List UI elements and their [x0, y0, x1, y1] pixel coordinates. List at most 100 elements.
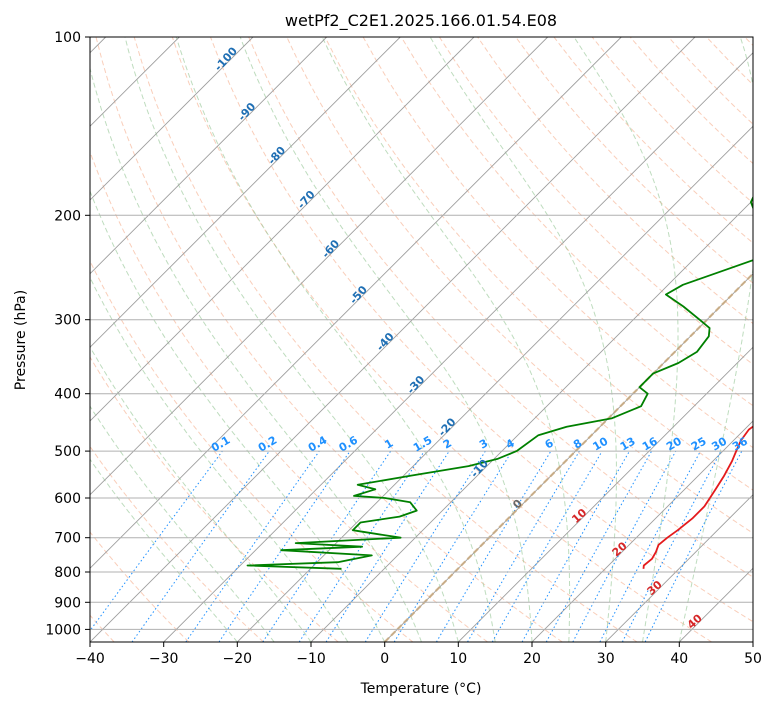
- moist-adiabat: [175, 37, 496, 642]
- isotherm: [678, 567, 753, 642]
- dry-adiabat: [133, 37, 638, 642]
- x-tick-label: 0: [380, 651, 389, 667]
- line-labels: 0.1 0.2 0.4 0.6 1 1.5 2 3 4 6 8 10 13 16 20 25 30 36-100-…: [209, 44, 750, 631]
- dry-adiabat: [90, 531, 190, 642]
- dry-adiabat: [90, 259, 414, 642]
- temperature-profile: [642, 425, 753, 569]
- y-tick-label: 100: [54, 30, 81, 46]
- mixing-ratio-line: [218, 450, 351, 642]
- dry-adiabat: [95, 37, 563, 642]
- mixing-ratio-label: 4: [504, 436, 517, 451]
- moist-adiabat: [90, 276, 349, 642]
- dry-adiabat: [438, 37, 753, 366]
- x-tick-label: 10: [449, 651, 467, 667]
- moist-adiabat: [678, 37, 753, 642]
- x-axis-label: Temperature (°C): [360, 681, 482, 697]
- isotherm: [236, 125, 753, 642]
- dry-adiabat: [324, 37, 753, 491]
- dry-adiabat: [248, 37, 753, 578]
- mixing-ratio-line: [545, 450, 653, 642]
- dry-adiabat: [744, 37, 753, 47]
- dry-adiabat: [668, 37, 753, 125]
- moist-adiabat: [573, 37, 679, 642]
- y-axis-label: Pressure (hPa): [13, 290, 29, 390]
- dry-adiabat: [400, 37, 753, 407]
- moist-adiabat: [90, 405, 275, 642]
- y-tick-label: 400: [54, 387, 81, 403]
- x-tick-label: −20: [223, 651, 253, 667]
- dry-adiabat: [90, 445, 264, 642]
- dry-adiabat-label: 20: [610, 539, 630, 559]
- moist-adiabat: [429, 37, 617, 642]
- isotherm: [90, 37, 696, 642]
- dewpoint-profile: [246, 195, 753, 570]
- dry-adiabat: [706, 37, 753, 86]
- x-tick-label: −10: [296, 651, 326, 667]
- mixing-ratio-line: [262, 450, 392, 642]
- x-tick-label: −40: [75, 651, 105, 667]
- isotherm: [90, 37, 401, 348]
- moist-adiabat: [124, 37, 459, 642]
- moist-adiabat-label: 0: [510, 497, 525, 512]
- y-tick-label: 900: [54, 595, 81, 611]
- dry-adiabat: [171, 37, 712, 642]
- mixing-ratio-line: [325, 450, 450, 642]
- mixing-ratio-line: [131, 450, 270, 642]
- isotherm: [90, 37, 328, 275]
- isotherm: [90, 37, 475, 422]
- x-tick-label: 40: [670, 651, 688, 667]
- chart-title: wetPf2_C2E1.2025.166.01.54.E08: [285, 11, 557, 31]
- isotherm: [457, 346, 753, 642]
- x-axis-ticks: −40 −30 −20 −10 0 10 20 30 40 50: [75, 642, 762, 667]
- moist-adiabat-label: -70: [295, 188, 318, 212]
- isotherm: [384, 273, 753, 642]
- mixing-ratio-line: [521, 450, 630, 642]
- moist-adiabat-label: -40: [374, 330, 397, 354]
- moist-adiabat-label: -60: [319, 237, 342, 261]
- mixing-ratio-line: [621, 450, 722, 642]
- pressure-gridlines: [90, 37, 753, 630]
- moist-adiabat-label: -20: [436, 415, 459, 439]
- moist-adiabat-label: -30: [404, 373, 427, 397]
- moist-adiabat: [90, 189, 386, 642]
- mixing-ratio-line: [435, 450, 552, 642]
- moist-adiabat: [321, 37, 571, 642]
- y-axis-ticks: 100 200 300 400 500 600 700 800 900 1000: [45, 30, 90, 638]
- dry-adiabat-label: 10: [569, 506, 589, 526]
- isotherm: [90, 37, 622, 569]
- y-tick-label: 500: [54, 444, 81, 460]
- moist-adiabat: [90, 346, 312, 642]
- moist-adiabat-label: -100: [212, 44, 240, 73]
- x-tick-label: −30: [149, 651, 179, 667]
- mixing-ratio-label: 1: [382, 437, 395, 452]
- y-tick-label: 200: [54, 208, 81, 224]
- mixing-ratio-line: [572, 450, 677, 642]
- moist-adiabat-label: -10: [468, 457, 491, 481]
- isotherm: [90, 37, 254, 201]
- moist-adiabat-label: -50: [347, 283, 370, 307]
- dry-adiabat: [210, 37, 753, 623]
- dry-adiabat: [515, 37, 753, 284]
- y-tick-label: 300: [54, 313, 81, 329]
- mixing-ratio-label: 2: [441, 437, 454, 452]
- mixing-ratio-label: 6: [543, 436, 556, 451]
- dry-adiabat: [90, 150, 488, 642]
- plot-frame: [89, 36, 754, 643]
- mixing-ratio-line: [298, 450, 425, 642]
- moist-adiabat: [90, 66, 422, 642]
- isotherm: [310, 199, 753, 642]
- isotherm: [605, 494, 753, 642]
- mixing-ratio-line: [185, 450, 320, 642]
- sounding-profiles: [246, 195, 753, 570]
- isotherm: [752, 641, 753, 642]
- isotherm: [531, 420, 753, 642]
- freezing-line: [383, 272, 753, 642]
- x-tick-label: 50: [744, 651, 762, 667]
- y-tick-label: 800: [54, 565, 81, 581]
- y-tick-label: 700: [54, 531, 81, 547]
- x-tick-label: 30: [597, 651, 615, 667]
- dry-adiabat: [90, 356, 339, 642]
- isotherm: [90, 37, 549, 496]
- dry-adiabat-label: 40: [685, 611, 705, 631]
